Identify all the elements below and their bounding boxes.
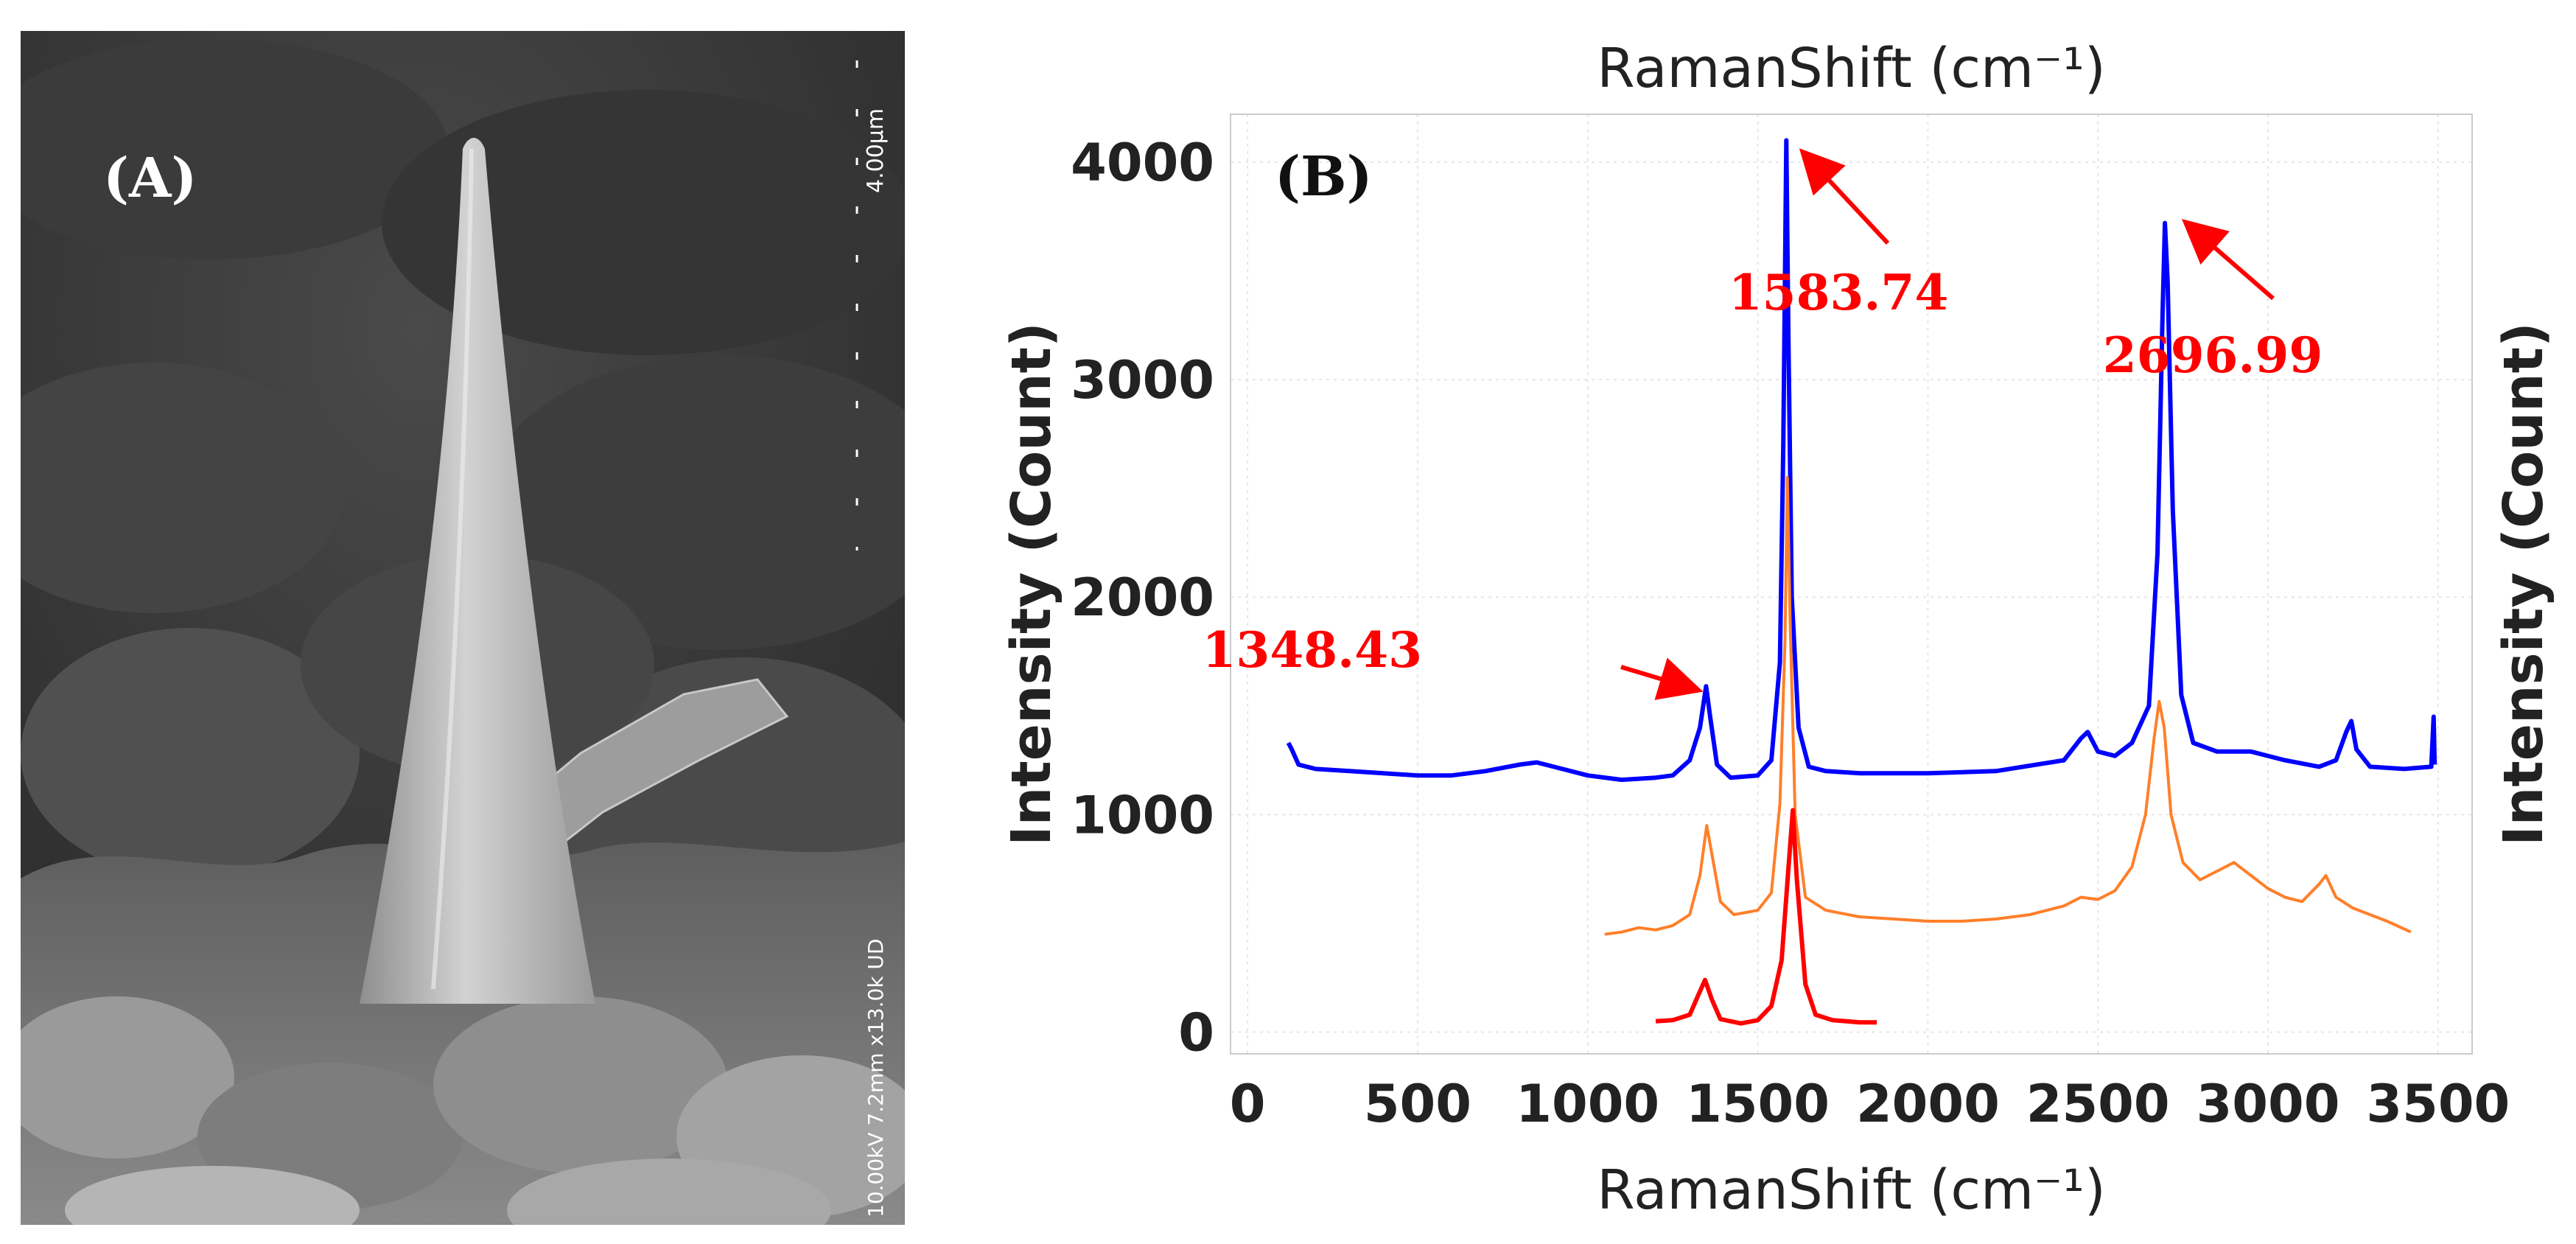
- scale-bar-label: 4.00µm: [863, 108, 889, 193]
- chart-title: RamanShift (cm⁻¹): [1597, 37, 2105, 100]
- sem-image: 4.00µm 10.00kV 7.2mm x13.0k UD (A): [0, 31, 956, 1244]
- annotation-arrow-g-peak: [1799, 148, 1890, 245]
- y-tick-label: 0: [1178, 1002, 1214, 1063]
- x-tick-label: 1000: [1516, 1074, 1659, 1134]
- sem-image-panel: 4.00µm 10.00kV 7.2mm x13.0k UD (A): [0, 31, 956, 1244]
- x-tick-label: 2500: [2026, 1074, 2170, 1134]
- series-red-line: [1655, 808, 1877, 1026]
- x-tick-label: 3500: [2366, 1074, 2510, 1134]
- y-tick-label: 3000: [1071, 350, 1214, 410]
- y-tick-label: 4000: [1071, 133, 1214, 193]
- x-tick-label: 2000: [1856, 1074, 2000, 1134]
- y-tick-label: 1000: [1071, 785, 1214, 845]
- annotation-g-peak: 1583.74: [1729, 264, 1949, 321]
- x-tick-label: 1500: [1686, 1074, 1830, 1134]
- panel-a-label: (A): [103, 147, 197, 210]
- series-orange-line: [1604, 475, 2412, 936]
- x-tick-label: 3000: [2197, 1074, 2340, 1134]
- x-tick-label: 0: [1230, 1074, 1266, 1134]
- plot-area: [1230, 113, 2473, 1055]
- x-tick-label: 500: [1364, 1074, 1471, 1134]
- sem-info-label: 10.00kV 7.2mm x13.0k UD: [864, 939, 888, 1218]
- y-axis-label-right: Intensity (Count): [2492, 322, 2555, 846]
- series-blue-line: [1286, 138, 2437, 783]
- panel-b-label: (B): [1275, 145, 1373, 209]
- annotation-d-peak: 1348.43: [1202, 621, 1422, 679]
- annotation-2d-peak: 2696.99: [2103, 326, 2323, 384]
- y-tick-label: 2000: [1071, 567, 1214, 628]
- annotation-arrow-2d-peak: [2181, 219, 2275, 301]
- annotation-arrow-d-peak: [1620, 657, 1704, 700]
- x-axis-label: RamanShift (cm⁻¹): [1597, 1159, 2105, 1222]
- raman-chart: 0 500 1000 1500 2000 2500 3000 3500 0 1000 2000 300…: [1000, 37, 2555, 1222]
- y-axis-label: Intensity (Count): [1000, 322, 1063, 846]
- raman-chart-panel: 0 500 1000 1500 2000 2500 3000 3500 0 1000 2000 300…: [958, 0, 2576, 1241]
